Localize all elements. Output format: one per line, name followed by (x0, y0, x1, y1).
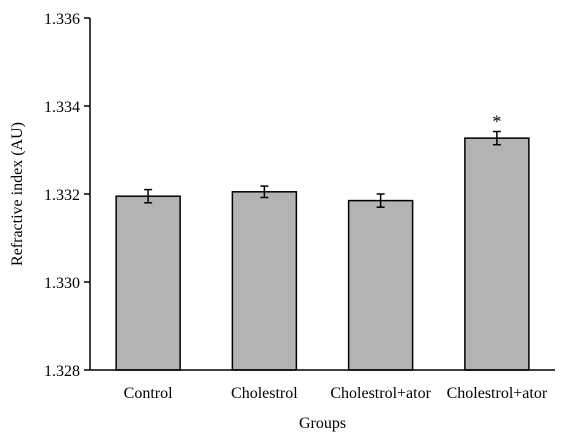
y-tick-label: 1.328 (44, 363, 80, 380)
bar (231, 191, 298, 371)
x-axis-title: Groups (299, 415, 346, 432)
y-ticks-layer: 1.328 1.330 1.332 1.334 1.336 (44, 11, 90, 380)
bar (464, 137, 530, 371)
y-tick-label: 1.334 (44, 99, 80, 116)
y-axis-title: Refractive index (AU) (9, 122, 26, 266)
x-labels-layer: Control Cholestrol Cholestrol+ator Cholestr… (124, 385, 548, 402)
bar (115, 195, 181, 371)
x-category-label: Cholestrol (231, 385, 298, 402)
bars-layer (115, 137, 530, 371)
y-tick-label: 1.330 (44, 275, 80, 292)
x-category-label: Cholestrol+ator (447, 385, 548, 402)
error-bars-layer (144, 130, 501, 208)
y-tick-label: 1.336 (44, 11, 80, 28)
bar (347, 199, 414, 371)
significance-marker: * (492, 112, 501, 132)
x-category-label: Cholestrol+ator (330, 385, 431, 402)
y-tick-label: 1.332 (44, 187, 80, 204)
annotations-layer: * (492, 112, 501, 132)
x-category-label: Control (124, 385, 173, 402)
